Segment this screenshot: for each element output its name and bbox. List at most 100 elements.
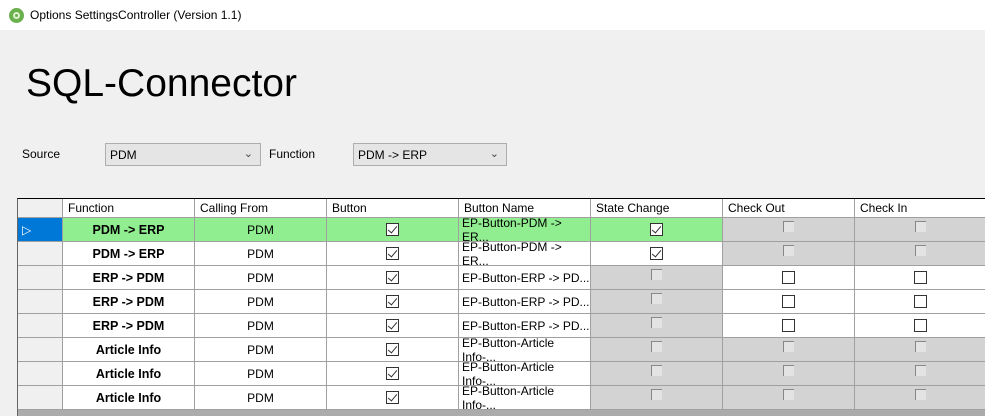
function-select[interactable]: PDM -> ERP ⌄ <box>353 143 507 166</box>
calling-from-cell[interactable]: PDM <box>195 362 327 386</box>
function-cell[interactable]: Article Info <box>63 386 195 410</box>
check-out-checkbox <box>783 389 794 400</box>
row-header[interactable] <box>18 386 63 410</box>
table-row[interactable]: ERP -> PDM PDM EP-Button-ERP -> PD... <box>18 290 985 314</box>
function-cell[interactable]: Article Info <box>63 338 195 362</box>
column-header-check-out[interactable]: Check Out <box>723 199 855 218</box>
function-cell[interactable]: PDM -> ERP <box>63 242 195 266</box>
button-name-cell[interactable]: EP-Button-PDM -> ER... <box>459 216 591 244</box>
column-header-button-name[interactable]: Button Name <box>459 199 591 218</box>
calling-from-cell[interactable]: PDM <box>195 314 327 338</box>
button-cell[interactable] <box>327 314 459 338</box>
function-cell[interactable]: Article Info <box>63 362 195 386</box>
table-row[interactable]: ERP -> PDM PDM EP-Button-ERP -> PD... <box>18 266 985 290</box>
function-cell[interactable]: ERP -> PDM <box>63 290 195 314</box>
column-header-function[interactable]: Function <box>63 199 195 218</box>
button-name-cell[interactable]: EP-Button-PDM -> ER... <box>459 240 591 268</box>
state-change-cell[interactable] <box>591 218 723 242</box>
table-row[interactable]: ▷ PDM -> ERP PDM EP-Button-PDM -> ER... <box>18 216 985 244</box>
button-name-cell[interactable]: EP-Button-ERP -> PD... <box>459 266 591 290</box>
state-change-cell <box>591 362 723 386</box>
column-header-state-change[interactable]: State Change <box>591 199 723 218</box>
check-in-cell[interactable] <box>855 314 985 338</box>
state-change-checkbox[interactable] <box>650 247 663 260</box>
source-label: Source <box>22 147 61 161</box>
source-value: PDM <box>110 148 137 162</box>
settings-grid: Function Calling From Button Button Name… <box>17 198 985 416</box>
check-out-checkbox[interactable] <box>782 271 795 284</box>
function-cell[interactable]: ERP -> PDM <box>63 314 195 338</box>
state-change-cell <box>591 290 723 314</box>
check-in-cell[interactable] <box>855 290 985 314</box>
check-out-cell[interactable] <box>723 290 855 314</box>
calling-from-cell[interactable]: PDM <box>195 290 327 314</box>
check-in-checkbox <box>915 221 926 232</box>
button-cell[interactable] <box>327 338 459 362</box>
button-checkbox[interactable] <box>386 343 399 356</box>
grid-header: Function Calling From Button Button Name… <box>18 199 985 218</box>
check-in-cell[interactable] <box>855 266 985 290</box>
button-checkbox[interactable] <box>386 391 399 404</box>
button-cell[interactable] <box>327 386 459 410</box>
button-checkbox[interactable] <box>386 247 399 260</box>
row-header[interactable] <box>18 266 63 290</box>
calling-from-cell[interactable]: PDM <box>195 338 327 362</box>
row-header[interactable]: ▷ <box>18 218 63 242</box>
row-header[interactable] <box>18 242 63 266</box>
button-name-cell[interactable]: EP-Button-Article Info-... <box>459 336 591 364</box>
check-out-checkbox[interactable] <box>782 295 795 308</box>
check-in-checkbox[interactable] <box>914 319 927 332</box>
function-cell[interactable]: ERP -> PDM <box>63 266 195 290</box>
calling-from-cell[interactable]: PDM <box>195 386 327 410</box>
calling-from-cell[interactable]: PDM <box>195 242 327 266</box>
table-row[interactable]: Article Info PDM EP-Button-Article Info-..… <box>18 384 985 412</box>
check-out-cell[interactable] <box>723 314 855 338</box>
column-header-button[interactable]: Button <box>327 199 459 218</box>
calling-from-cell[interactable]: PDM <box>195 266 327 290</box>
title-bar: Options SettingsController (Version 1.1) <box>0 0 985 30</box>
button-cell[interactable] <box>327 218 459 242</box>
column-header-calling-from[interactable]: Calling From <box>195 199 327 218</box>
button-cell[interactable] <box>327 362 459 386</box>
button-checkbox[interactable] <box>386 295 399 308</box>
check-out-checkbox <box>783 365 794 376</box>
check-in-checkbox[interactable] <box>914 295 927 308</box>
source-select[interactable]: PDM ⌄ <box>105 143 261 166</box>
state-change-checkbox <box>651 317 662 328</box>
table-row[interactable]: PDM -> ERP PDM EP-Button-PDM -> ER... <box>18 240 985 268</box>
state-change-cell <box>591 314 723 338</box>
check-in-cell <box>855 386 985 410</box>
button-cell[interactable] <box>327 266 459 290</box>
button-checkbox[interactable] <box>386 223 399 236</box>
state-change-cell <box>591 386 723 410</box>
check-in-checkbox[interactable] <box>914 271 927 284</box>
row-header[interactable] <box>18 338 63 362</box>
button-name-cell[interactable]: EP-Button-ERP -> PD... <box>459 314 591 338</box>
table-row[interactable]: ERP -> PDM PDM EP-Button-ERP -> PD... <box>18 314 985 338</box>
button-cell[interactable] <box>327 290 459 314</box>
grid-body: ▷ PDM -> ERP PDM EP-Button-PDM -> ER... PDM … <box>18 216 985 412</box>
calling-from-cell[interactable]: PDM <box>195 218 327 242</box>
row-header[interactable] <box>18 314 63 338</box>
button-checkbox[interactable] <box>386 271 399 284</box>
check-in-cell <box>855 338 985 362</box>
state-change-checkbox[interactable] <box>650 223 663 236</box>
table-row[interactable]: Article Info PDM EP-Button-Article Info-..… <box>18 336 985 364</box>
column-header-check-in[interactable]: Check In <box>855 199 985 218</box>
row-header[interactable] <box>18 362 63 386</box>
button-checkbox[interactable] <box>386 319 399 332</box>
check-out-cell[interactable] <box>723 266 855 290</box>
row-header[interactable] <box>18 290 63 314</box>
table-row[interactable]: Article Info PDM EP-Button-Article Info-..… <box>18 360 985 388</box>
button-name-cell[interactable]: EP-Button-Article Info-... <box>459 384 591 412</box>
check-out-checkbox[interactable] <box>782 319 795 332</box>
window-title: Options SettingsController (Version 1.1) <box>30 8 242 22</box>
check-in-checkbox <box>915 365 926 376</box>
button-cell[interactable] <box>327 242 459 266</box>
button-name-cell[interactable]: EP-Button-Article Info-... <box>459 360 591 388</box>
state-change-cell[interactable] <box>591 242 723 266</box>
button-checkbox[interactable] <box>386 367 399 380</box>
button-name-cell[interactable]: EP-Button-ERP -> PD... <box>459 290 591 314</box>
function-cell[interactable]: PDM -> ERP <box>63 218 195 242</box>
check-out-checkbox <box>783 245 794 256</box>
